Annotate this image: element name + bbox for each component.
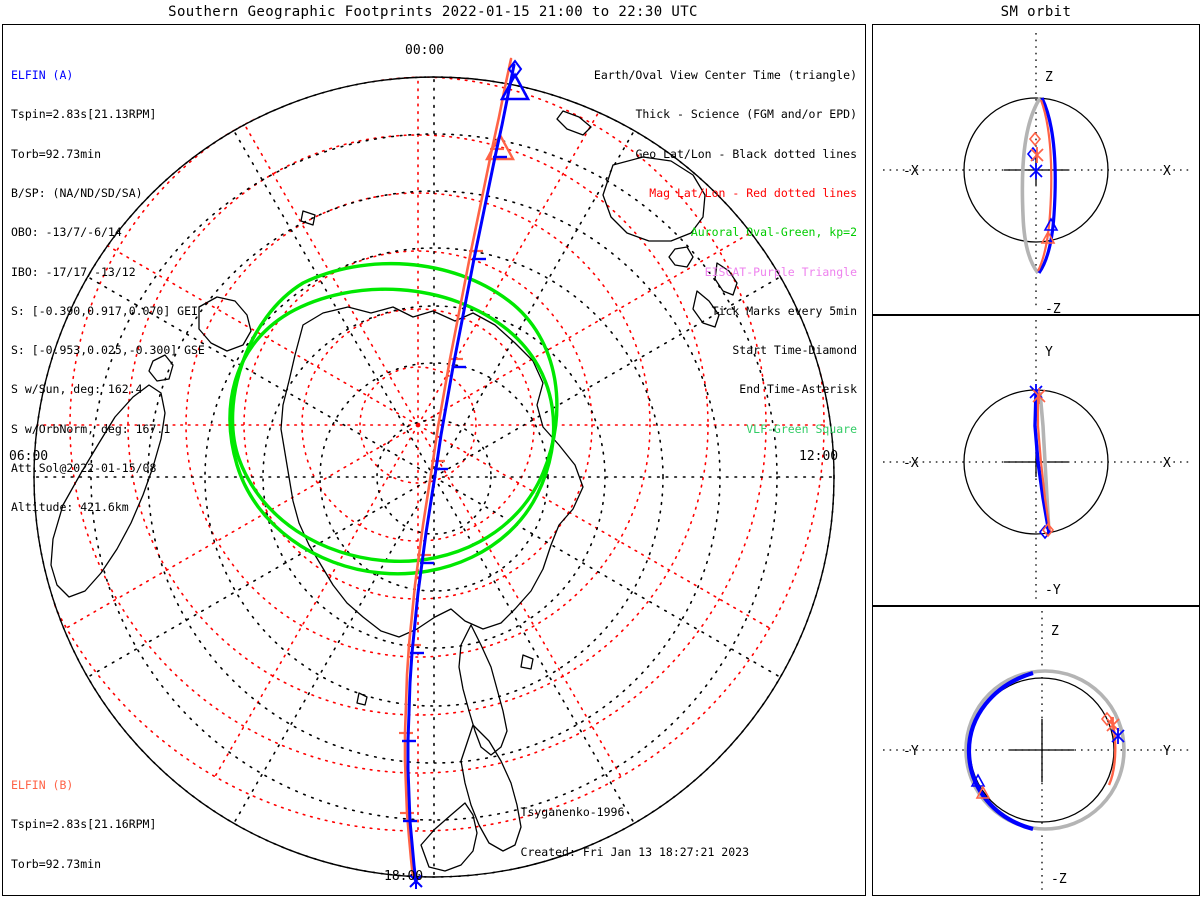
model-name: Tsyganenko-1996: [520, 805, 625, 820]
elfin-a-obo: OBO: -13/7/-6/14: [11, 225, 122, 240]
center-triangle-b: [1040, 230, 1056, 244]
created-timestamp: Created: Fri Jan 13 18:27:21 2023: [520, 844, 749, 859]
legend-item-vlf: VLF-Green Square: [746, 421, 857, 436]
elfin-a-label: ELFIN (A): [11, 68, 74, 83]
start-diamond-b: [1041, 522, 1055, 538]
start-diamond-b: [1028, 131, 1042, 147]
track-elfin-b: [403, 57, 513, 879]
axis-label-down: -Z: [1051, 872, 1067, 887]
auroral-oval: [228, 261, 559, 576]
elfin-a-s-gei: S: [-0.390,0.917,0.070] GEI: [11, 303, 198, 318]
orbit-grey-trace: [1020, 97, 1042, 275]
axis-label-left: -X: [903, 456, 919, 471]
geo-lon-grid: [33, 76, 835, 878]
legend-item-auroral-oval: Auroral Oval-Green, kp=2: [690, 225, 857, 240]
orbit-grey-trace: [964, 669, 1126, 831]
orbit-trace-b: [1036, 393, 1052, 533]
start-time-diamond-a: [507, 59, 523, 79]
polar-footprint-plot: [33, 57, 835, 889]
axis-label-down: -Z: [1045, 302, 1061, 314]
end-asterisk-a: [1029, 163, 1043, 179]
footprint-map-panel: ELFIN (A) Tspin=2.83s[21.13RPM] Torb=92.…: [2, 24, 866, 896]
legend-item-thick-science: Thick - Science (FGM and/or EPD): [635, 107, 857, 122]
end-asterisk-b: [1030, 147, 1044, 163]
legend-item-tick-marks: Tick Marks every 5min: [711, 303, 857, 318]
center-time-triangle-a: [499, 72, 531, 101]
track-a-tick-marks: [402, 155, 507, 823]
elfin-b-torb: Torb=92.73min: [11, 856, 102, 871]
sm-orbit-plot-yz: Z -Z -Y Y: [883, 611, 1189, 891]
axis-label-left: -X: [903, 164, 919, 179]
legend-item-mag-grid: Mag Lat/Lon - Red dotted lines: [649, 186, 857, 201]
elfin-a-ibo: IBO: -17/17/-13/12: [11, 264, 136, 279]
legend-item-start-time: Start Time-Diamond: [732, 343, 857, 358]
sm-orbit-plot-xy: Y -Y -X X: [883, 320, 1189, 601]
elfin-a-altitude: Altitude: 421.6km: [11, 500, 129, 515]
plot-footer: Tsyganenko-1996 Created: Fri Jan 13 18:2…: [521, 780, 749, 885]
elfin-a-tspin: Tspin=2.83s[21.13RPM]: [11, 107, 157, 122]
axis-label-up: Y: [1045, 345, 1053, 360]
axis-label-left: -Y: [903, 744, 919, 759]
axis-label-right: X: [1163, 456, 1171, 471]
legend-item-center-time: Earth/Oval View Center Time (triangle): [593, 68, 857, 83]
end-asterisk-b: [1032, 388, 1046, 404]
elfin-a-torb: Torb=92.73min: [11, 146, 102, 161]
end-time-asterisk-a: [409, 873, 423, 889]
page-title: Southern Geographic Footprints 2022-01-1…: [168, 4, 698, 20]
center-triangle-a: [970, 773, 986, 787]
track-elfin-a: [406, 63, 516, 885]
elfin-b-label: ELFIN (B): [11, 778, 74, 793]
plot-legend: Earth/Oval View Center Time (triangle) T…: [594, 43, 857, 462]
sm-orbit-panel-xz: Z -Z -X X: [872, 24, 1200, 315]
axis-label-right: Y: [1163, 744, 1171, 759]
elfin-a-bsp: B/SP: (NA/ND/SD/SA): [11, 186, 143, 201]
sm-orbit-panel-yz: Z -Z -Y Y: [872, 606, 1200, 896]
mlt-label-0600: 06:00: [9, 449, 49, 464]
orbit-trace-a: [1037, 97, 1057, 274]
legend-item-geo-grid: Geo Lat/Lon - Black dotted lines: [635, 146, 857, 161]
axis-label-down: -Y: [1045, 583, 1061, 598]
mlt-label-1200: 12:00: [799, 449, 839, 464]
orbit-trace-a: [966, 670, 1034, 832]
orbit-trace-b: [1037, 99, 1053, 272]
sm-orbit-title: SM orbit: [1000, 4, 1072, 20]
center-triangle-a: [1043, 217, 1059, 231]
elfin-a-orbnorm-angle: S w/OrbNorm, deg: 167.1: [11, 421, 171, 436]
orbit-trace-a: [1033, 391, 1051, 534]
legend-item-end-time: End Time-Asterisk: [739, 382, 857, 397]
elfin-b-tspin: Tspin=2.83s[21.16RPM]: [11, 817, 157, 832]
end-asterisk-a: [1111, 728, 1125, 744]
start-diamond-b: [1100, 711, 1114, 727]
earth-limb: [33, 76, 835, 878]
start-diamond-a: [1038, 524, 1052, 540]
axis-label-up: Z: [1051, 624, 1059, 639]
mlt-label-0000: 00:00: [405, 43, 445, 58]
earth-circle: [963, 97, 1109, 243]
sm-orbit-panel-xy: Y -Y -X X: [872, 315, 1200, 606]
axis-label-up: Z: [1045, 70, 1053, 85]
elfin-a-sun-angle: S w/Sun, deg: 162.4: [11, 382, 143, 397]
elfin-a-attsol: Att.Sol@2022-01-15/08: [11, 461, 157, 475]
sm-orbit-plot-xz: Z -Z -X X: [883, 33, 1189, 314]
elfin-b-info: ELFIN (B) Tspin=2.83s[21.16RPM] Torb=92.…: [11, 753, 205, 895]
center-time-triangle-b: [484, 132, 516, 161]
center-triangle-b: [975, 785, 991, 799]
legend-item-eiscat: EISCAT-Purple Triangle: [704, 264, 857, 279]
elfin-a-s-gse: S: [-0.953,0.025,-0.300] GSE: [11, 343, 205, 358]
mlt-label-1800: 18:00: [384, 869, 424, 884]
axis-label-right: X: [1163, 164, 1171, 179]
elfin-a-info: ELFIN (A) Tspin=2.83s[21.13RPM] Torb=92.…: [11, 43, 205, 541]
